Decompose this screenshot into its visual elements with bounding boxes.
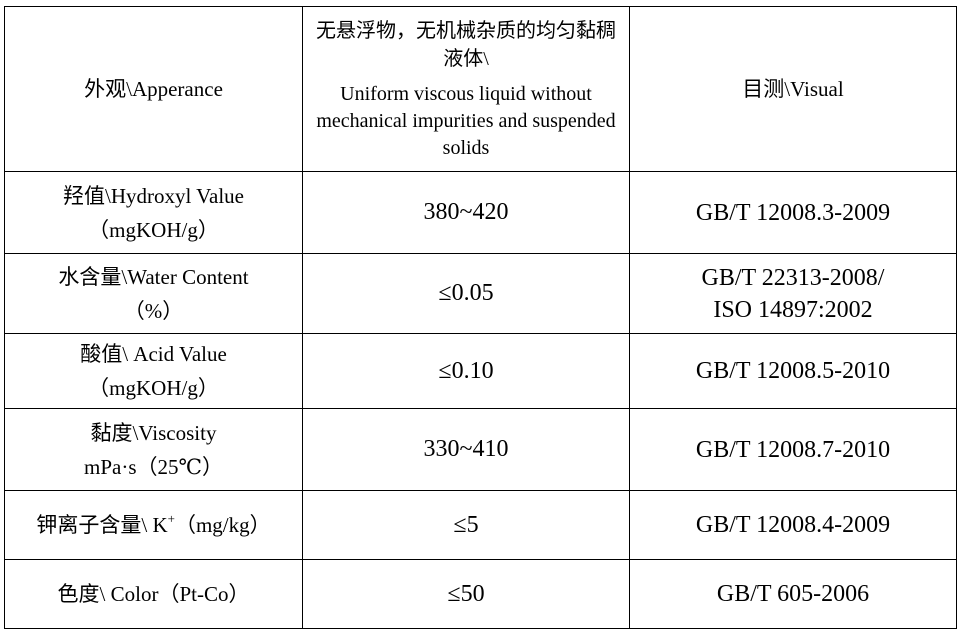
spec-cell: ≤5 xyxy=(302,490,630,560)
method-label: 目测\Visual xyxy=(742,77,844,101)
property-label: 酸值\ Acid Value xyxy=(80,342,227,366)
method-cell: 目测\Visual xyxy=(629,6,957,172)
property-label: 外观\Apperance xyxy=(84,77,223,101)
property-cell: 钾离子含量\ K+（mg/kg） xyxy=(4,490,303,560)
property-unit: （%） xyxy=(123,298,184,323)
property-label-prefix: 钾离子含量\ K xyxy=(36,513,168,537)
spec-cell: ≤0.10 xyxy=(302,333,630,409)
property-label: 色度\ Color（Pt-Co） xyxy=(57,582,250,606)
table-row: 钾离子含量\ K+（mg/kg） ≤5 GB/T 12008.4-2009 xyxy=(4,490,957,560)
table-row: 水含量\Water Content （%） ≤0.05 GB/T 22313-2… xyxy=(4,253,957,334)
method-label: GB/T 12008.3-2009 xyxy=(695,199,891,226)
property-cell: 外观\Apperance xyxy=(4,6,303,172)
specification-table: 外观\Apperance 无悬浮物，无机械杂质的均匀黏稠液体\ Uniform … xyxy=(4,6,957,629)
property-cell: 色度\ Color（Pt-Co） xyxy=(4,559,303,629)
property-label: 羟值\Hydroxyl Value xyxy=(62,183,244,208)
method-cell: GB/T 22313-2008/ ISO 14897:2002 xyxy=(629,253,957,334)
method-label: GB/T 12008.4-2009 xyxy=(695,512,891,538)
method-label: GB/T 22313-2008/ xyxy=(701,264,885,291)
spec-cell: 380~420 xyxy=(302,171,630,254)
property-label: 水含量\Water Content xyxy=(58,264,249,289)
method-cell: GB/T 12008.3-2009 xyxy=(629,171,957,254)
table-row: 外观\Apperance 无悬浮物，无机械杂质的均匀黏稠液体\ Uniform … xyxy=(4,6,957,172)
spec-cell: ≤0.05 xyxy=(302,253,630,334)
property-unit: （mgKOH/g） xyxy=(88,376,219,400)
table-row: 色度\ Color（Pt-Co） ≤50 GB/T 605-2006 xyxy=(4,559,957,629)
method-cell: GB/T 12008.5-2010 xyxy=(629,333,957,409)
table-row: 羟值\Hydroxyl Value （mgKOH/g） 380~420 GB/T… xyxy=(4,171,957,254)
property-cell: 水含量\Water Content （%） xyxy=(4,253,303,334)
spec-cell: 无悬浮物，无机械杂质的均匀黏稠液体\ Uniform viscous liqui… xyxy=(302,6,630,172)
method-label: GB/T 12008.7-2010 xyxy=(695,436,891,463)
table-row: 黏度\Viscosity mPa·s（25℃） 330~410 GB/T 120… xyxy=(4,408,957,491)
property-cell: 酸值\ Acid Value （mgKOH/g） xyxy=(4,333,303,409)
property-label-superscript: + xyxy=(167,511,175,526)
method-label: GB/T 605-2006 xyxy=(716,581,870,607)
method-label: GB/T 12008.5-2010 xyxy=(695,358,891,384)
method-cell: GB/T 12008.7-2010 xyxy=(629,408,957,491)
property-cell: 黏度\Viscosity mPa·s（25℃） xyxy=(4,408,303,491)
property-label: 黏度\Viscosity xyxy=(90,420,217,445)
method-cell: GB/T 605-2006 xyxy=(629,559,957,629)
property-label-suffix: （mg/kg） xyxy=(174,513,271,537)
property-unit: （mgKOH/g） xyxy=(88,217,219,242)
property-unit: mPa·s（25℃） xyxy=(84,454,223,479)
method-cell: GB/T 12008.4-2009 xyxy=(629,490,957,560)
property-label: 钾离子含量\ K+（mg/kg） xyxy=(36,511,271,537)
property-cell: 羟值\Hydroxyl Value （mgKOH/g） xyxy=(4,171,303,254)
spec-text-zh: 无悬浮物，无机械杂质的均匀黏稠液体\ xyxy=(316,19,616,70)
spec-text-en: Uniform viscous liquid without mechanica… xyxy=(316,82,616,159)
method-label-secondary: ISO 14897:2002 xyxy=(713,296,873,323)
table-row: 酸值\ Acid Value （mgKOH/g） ≤0.10 GB/T 1200… xyxy=(4,333,957,409)
spec-cell: 330~410 xyxy=(302,408,630,491)
spec-cell: ≤50 xyxy=(302,559,630,629)
